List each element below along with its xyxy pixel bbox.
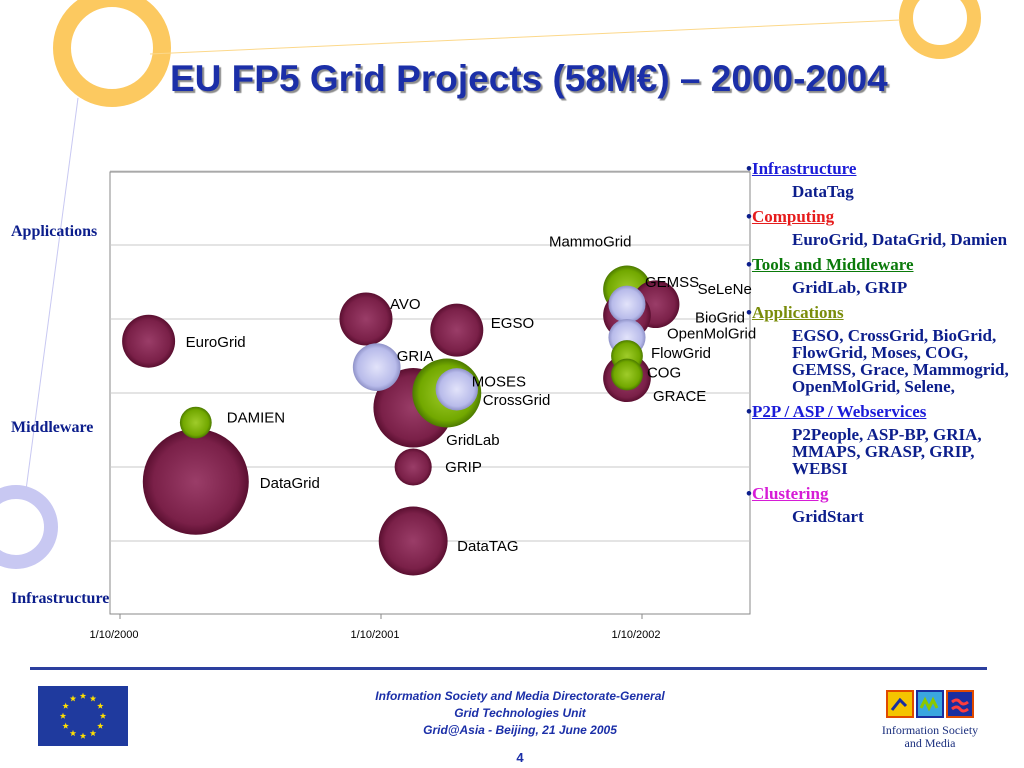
bullet-icon: • — [746, 255, 752, 274]
bubble-gemss — [608, 285, 646, 323]
legend-category-heading: •Computing — [746, 208, 1021, 225]
legend-category: •P2P / ASP / Webservices P2People, ASP-BP… — [746, 403, 1021, 477]
project-category-legend: •Infrastructure DataTag •Computing EuroGrid… — [746, 160, 1021, 533]
x-tick-label: 1/10/2001 — [351, 629, 400, 641]
legend-category-name: Infrastructure — [751, 159, 857, 178]
bubble-moses — [435, 368, 478, 411]
category-label-infrastructure: Infrastructure — [11, 590, 109, 607]
decorative-line-left — [25, 97, 79, 491]
bubble-label-gemss: GEMSS — [645, 274, 699, 291]
legend-category-heading: •P2P / ASP / Webservices — [746, 403, 1021, 420]
legend-category-name: Applications — [751, 303, 844, 322]
bubble-label-damien: DAMIEN — [227, 410, 285, 427]
bullet-icon: • — [746, 402, 752, 421]
star-icon — [62, 702, 69, 709]
information-society-logo-icon — [886, 690, 974, 718]
legend-category-heading: •Applications — [746, 304, 1021, 321]
footer-line-3: Grid@Asia - Beijing, 21 June 2005 — [423, 723, 617, 737]
legend-category-heading: •Infrastructure — [746, 160, 1021, 177]
bullet-icon: • — [746, 159, 752, 178]
star-icon — [97, 722, 104, 729]
information-society-logo-text: Information Society and Media — [868, 724, 992, 750]
star-icon — [69, 729, 77, 737]
legend-category-projects: GridStart — [792, 507, 864, 526]
bubble-label-flowgrid: FlowGrid — [651, 345, 711, 362]
bubble-label-datagrid: DataGrid — [260, 475, 320, 492]
decorative-ring-top-left — [53, 0, 171, 107]
bubble-label-egso: EGSO — [491, 315, 534, 332]
bubble-gria — [352, 343, 401, 391]
bubble-damien — [179, 406, 212, 439]
footer-line-1: Information Society and Media Directorat… — [375, 689, 665, 703]
bullet-icon: • — [746, 207, 752, 226]
bullet-icon: • — [746, 484, 752, 503]
footer-divider — [30, 667, 987, 670]
footer-info: Information Society and Media Directorat… — [300, 688, 740, 739]
star-icon — [59, 712, 67, 719]
star-icon — [97, 702, 104, 709]
legend-category-name: P2P / ASP / Webservices — [751, 402, 927, 421]
legend-category-heading: •Tools and Middleware — [746, 256, 1021, 273]
legend-category: •Computing EuroGrid, DataGrid, Damien — [746, 208, 1021, 248]
bubble-label-datatag: DataTAG — [457, 538, 518, 555]
star-icon — [89, 695, 97, 702]
star-icon — [89, 729, 97, 737]
bubble-label-selene: SeLeNe — [698, 281, 752, 298]
decorative-ring-top-right — [899, 0, 981, 59]
legend-category-name: Computing — [751, 207, 835, 226]
eu-flag-logo — [38, 686, 128, 746]
legend-category-projects: P2People, ASP-BP, GRIA, MMAPS, GRASP, GR… — [792, 425, 982, 478]
x-tick-label: 1/10/2000 — [90, 629, 139, 641]
star-icon — [69, 695, 77, 702]
category-label-applications: Applications — [11, 223, 97, 240]
legend-category-projects: DataTag — [792, 182, 854, 201]
bubble-avo — [339, 292, 393, 346]
bubble-datatag — [378, 506, 448, 576]
legend-category: •Tools and Middleware GridLab, GRIP — [746, 256, 1021, 296]
legend-category-projects: EGSO, CrossGrid, BioGrid, FlowGrid, Mose… — [792, 326, 1009, 396]
bubble-label-moses: MOSES — [472, 373, 526, 390]
star-icon — [79, 692, 87, 699]
logo-text-line-1: Information Society — [881, 723, 979, 737]
bubble-label-grip: GRIP — [445, 459, 482, 476]
bubble-label-cog: COG — [647, 365, 681, 382]
bubble-datagrid — [142, 428, 249, 535]
bubble-label-crossgrid: CrossGrid — [483, 392, 551, 409]
legend-category-name: Tools and Middleware — [751, 255, 914, 274]
star-icon — [79, 732, 87, 739]
legend-category-name: Clustering — [751, 484, 829, 503]
legend-category-heading: •Clustering — [746, 485, 1021, 502]
decorative-ring-left — [0, 485, 58, 569]
bubble-label-avo: AVO — [390, 296, 421, 313]
bubble-egso — [430, 303, 484, 357]
bubble-label-eurogrid: EuroGrid — [186, 334, 246, 351]
bubble-label-grace: GRACE — [653, 388, 706, 405]
legend-category: •Infrastructure DataTag — [746, 160, 1021, 200]
legend-category: •Clustering GridStart — [746, 485, 1021, 525]
bubble-label-gridlab: GridLab — [446, 432, 499, 449]
category-label-middleware: Middleware — [11, 419, 93, 436]
bubble-eurogrid — [122, 314, 176, 368]
bubble-label-mammogrid: MammoGrid — [549, 233, 632, 250]
legend-category-projects: GridLab, GRIP — [792, 278, 908, 297]
x-tick-label: 1/10/2002 — [612, 629, 661, 641]
legend-category-projects: EuroGrid, DataGrid, Damien — [792, 230, 1008, 249]
page-number: 4 — [516, 750, 524, 765]
legend-category: •Applications EGSO, CrossGrid, BioGrid, F… — [746, 304, 1021, 395]
decorative-line-top — [149, 19, 901, 55]
bubble-grip — [394, 448, 432, 486]
bullet-icon: • — [746, 303, 752, 322]
star-icon — [99, 712, 107, 719]
footer-line-2: Grid Technologies Unit — [454, 706, 586, 720]
bubble-label-biogrid: BioGrid — [695, 309, 745, 326]
star-icon — [62, 722, 69, 729]
bubble-label-openmolgrid: OpenMolGrid — [667, 326, 756, 343]
bubble-cog — [611, 358, 643, 391]
slide-title: EU FP5 Grid Projects (58M€) – 2000-2004 — [170, 58, 888, 99]
logo-text-line-2: and Media — [904, 736, 956, 750]
bubble-label-gria: GRIA — [397, 348, 434, 365]
